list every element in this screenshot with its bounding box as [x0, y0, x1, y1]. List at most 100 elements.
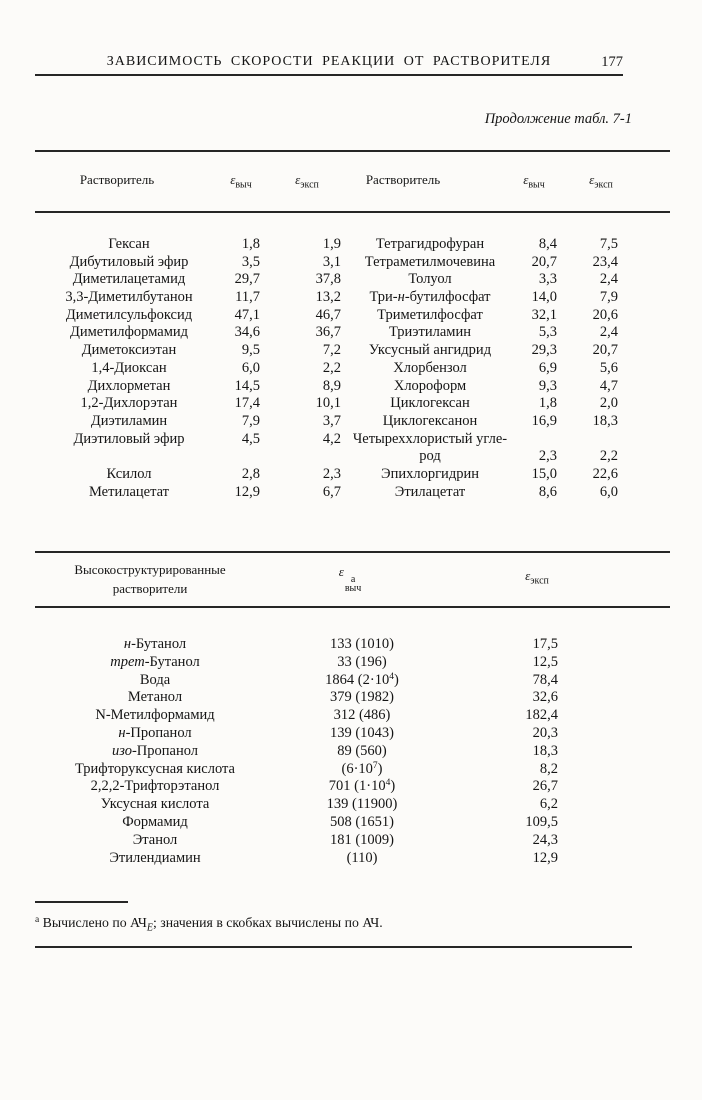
solvent-name-cell: Хлорбензол — [393, 359, 467, 376]
eps-calc-cell: 20,7 — [531, 253, 557, 270]
eps-exp-cell: 12,9 — [532, 849, 558, 866]
table-row: Гексан 1,8 1,9 Тетрагидрофуран 8,4 7,5 — [0, 236, 702, 254]
table2-top-rule — [35, 551, 670, 553]
table-row: Метанол 379 (1982) 32,6 — [0, 689, 702, 707]
eps-exp-cell: 2,0 — [599, 395, 618, 412]
eps-calc-cell: 6,0 — [241, 359, 260, 376]
table-row: н-Бутанол 133 (1010) 17,5 — [0, 636, 702, 654]
solvent-name-cell: Три-н-бутилфосфат — [369, 289, 491, 306]
solvent-name-cell: род — [419, 448, 441, 465]
eps-exp-cell: 46,7 — [315, 306, 341, 323]
eps-calc-cell: 8,4 — [538, 236, 557, 252]
eps-calc-cell: 32,1 — [531, 306, 557, 323]
eps-calc-cell: 3,3 — [538, 271, 557, 288]
table-row: изо-Пропанол 89 (560) 18,3 — [0, 743, 702, 761]
eps-calc-cell: 139 (11900) — [326, 796, 398, 813]
eps-calc-cell: 17,4 — [234, 395, 260, 412]
eps-exp-cell: 10,1 — [315, 395, 341, 412]
eps-calc-cell: 181 (1009) — [329, 831, 395, 848]
eps-exp-cell: 24,3 — [532, 831, 558, 848]
eps-exp-cell: 8,9 — [322, 377, 341, 394]
eps-exp-cell: 6,0 — [599, 483, 618, 500]
eps-exp-cell: 36,7 — [315, 324, 341, 341]
solvent-name-cell: Ксилол — [106, 465, 152, 482]
eps-calc-cell: 8,6 — [538, 483, 557, 500]
eps-exp-cell: 109,5 — [525, 813, 558, 830]
eps-exp-cell: 18,3 — [532, 742, 558, 759]
solvent-name-cell: Дибутиловый эфир — [69, 253, 189, 270]
table-row: 2,2,2-Трифторэтанол 701 (1·104) 26,7 — [0, 778, 702, 796]
eps-exp-cell: 78,4 — [532, 671, 558, 688]
column-header-solvent-left: Растворитель — [79, 172, 155, 187]
eps-calc-cell: 29,3 — [531, 342, 557, 359]
page-title: ЗАВИСИМОСТЬ СКОРОСТИ РЕАКЦИИ ОТ РАСТВОРИ… — [106, 54, 552, 69]
column-header-eps-exp-left: εэксп — [295, 172, 319, 191]
eps-calc-cell: (110) — [346, 849, 378, 866]
column-header-line1: Высокоструктурированные — [74, 562, 226, 577]
table-row: Трифторуксусная кислота (6·107) 8,2 — [0, 761, 702, 779]
table-row: трет-Бутанол 33 (196) 12,5 — [0, 654, 702, 672]
table1-header-rule — [35, 211, 670, 213]
table1-header-row: Растворитель εвыч εэксп Растворитель εвы… — [0, 172, 702, 208]
solvent-name-cell: Этанол — [132, 831, 178, 848]
solvent-name-cell: Гексан — [108, 236, 150, 252]
eps-exp-cell: 17,5 — [532, 636, 558, 652]
solvent-name-cell: Диэтиловый эфир — [73, 430, 185, 447]
column-header-line2: растворители — [112, 581, 188, 596]
solvent-name-cell: Тетраметилмочевина — [364, 253, 496, 270]
eps-calc-cell: 139 (1043) — [329, 724, 395, 741]
eps-exp-cell: 26,7 — [532, 778, 558, 795]
solvent-name-cell: N-Метилформамид — [95, 707, 215, 724]
solvent-name-cell: н-Пропанол — [118, 724, 192, 741]
solvent-name-cell: Эпихлоргидрин — [381, 465, 479, 482]
table-row: Диметоксиэтан 9,5 7,2 Уксусный ангидрид 29,3… — [0, 342, 702, 360]
eps-calc-cell: 1864 (2·104) — [325, 671, 399, 688]
solvent-name-cell: Диметоксиэтан — [81, 342, 177, 359]
eps-calc-cell: 1,8 — [538, 395, 557, 412]
table-row: 3,3-Диметилбутанон 11,7 13,2 Три-н-бутилфос… — [0, 289, 702, 307]
eps-calc-cell: (6·107) — [341, 760, 383, 777]
eps-calc-cell: 14,5 — [234, 377, 260, 394]
table-row: Формамид 508 (1651) 109,5 — [0, 814, 702, 832]
footnote: а Вычислено по АЧE; значения в скобках в… — [35, 915, 383, 934]
table1-top-rule — [35, 150, 670, 152]
table-row: Уксусная кислота 139 (11900) 6,2 — [0, 796, 702, 814]
bottom-rule — [35, 946, 632, 948]
table-row: Дихлорметан 14,5 8,9 Хлороформ 9,3 4,7 — [0, 378, 702, 396]
eps-calc-cell: 9,5 — [241, 342, 260, 359]
title-divider — [35, 74, 623, 76]
eps-exp-cell: 182,4 — [525, 707, 558, 724]
eps-calc-cell: 4,5 — [241, 430, 260, 447]
solvent-name-cell: изо-Пропанол — [111, 742, 199, 759]
eps-exp-cell: 20,7 — [592, 342, 618, 359]
eps-calc-cell: 14,0 — [531, 289, 557, 306]
eps-calc-cell: 133 (1010) — [329, 636, 395, 652]
eps-exp-cell: 12,5 — [532, 653, 558, 670]
solvent-name-cell: Триэтиламин — [388, 324, 471, 341]
eps-calc-cell: 6,9 — [538, 359, 557, 376]
eps-exp-cell: 8,2 — [539, 760, 558, 777]
table-row: Ксилол 2,8 2,3 Эпихлоргидрин 15,0 22,6 — [0, 466, 702, 484]
table2-header-rule — [35, 606, 670, 608]
table-row: Вода 1864 (2·104) 78,4 — [0, 672, 702, 690]
table2-body: н-Бутанол 133 (1010) 17,5 трет-Бутанол 33 (1… — [0, 636, 702, 867]
eps-calc-cell: 29,7 — [234, 271, 260, 288]
solvent-name-cell: Уксусный ангидрид — [368, 342, 492, 359]
eps-calc-cell: 33 (196) — [337, 653, 387, 670]
column-header-solvent-right: Растворитель — [365, 172, 441, 187]
column-header-eps-calc-right: εвыч — [523, 172, 545, 191]
eps-calc-cell: 16,9 — [531, 412, 557, 429]
solvent-name-cell: Циклогексанон — [382, 412, 478, 429]
eps-calc-cell: 34,6 — [234, 324, 260, 341]
solvent-name-cell: 3,3-Диметилбутанон — [65, 289, 193, 306]
eps-calc-cell: 379 (1982) — [329, 689, 395, 706]
eps-exp-cell: 13,2 — [315, 289, 341, 306]
solvent-name-cell: Тетрагидрофуран — [375, 236, 485, 252]
table-caption: Продолжение табл. 7-1 — [484, 111, 632, 127]
eps-exp-cell: 2,4 — [599, 271, 618, 288]
solvent-name-cell: Дихлорметан — [87, 377, 171, 394]
eps-exp-cell: 6,7 — [322, 483, 341, 500]
footnote-rule — [35, 901, 128, 903]
table-row: Диэтиловый эфир 4,5 4,2 Четыреххлористый уг… — [0, 431, 702, 449]
